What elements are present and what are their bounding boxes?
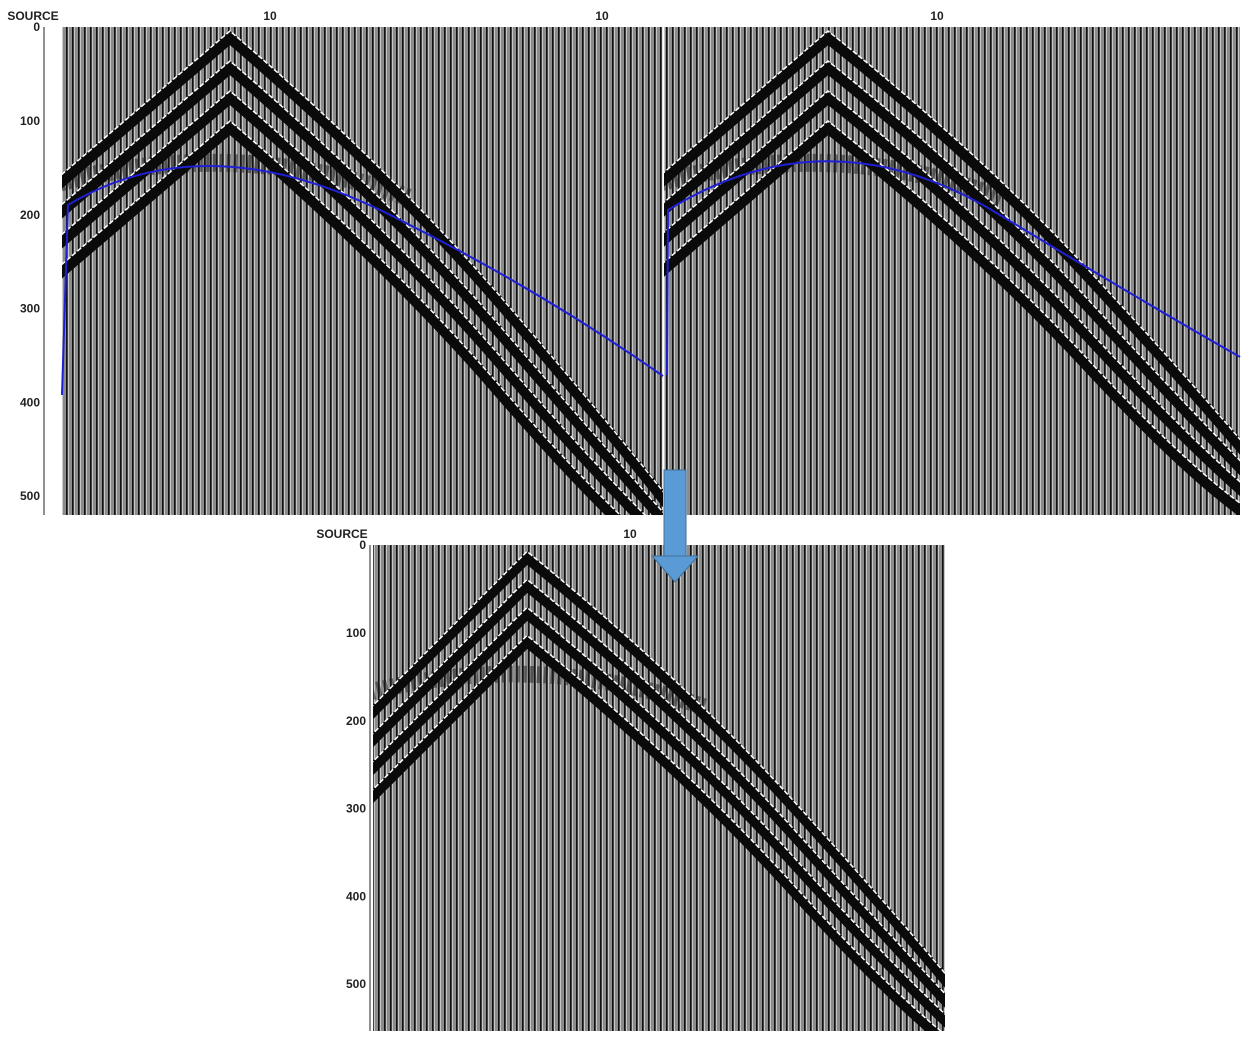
event-edge (664, 60, 1240, 462)
event (664, 120, 1240, 515)
trace-label: 10 (623, 527, 637, 541)
trace-label: 10 (595, 9, 609, 23)
event-edge (62, 30, 663, 493)
gather-right (664, 30, 1240, 515)
event (373, 607, 945, 1028)
event (664, 60, 1240, 476)
time-label: 0 (33, 20, 40, 34)
gather-filtered (373, 550, 945, 1031)
event-edge (62, 120, 622, 515)
header-label: SOURCE (316, 527, 367, 541)
time-label: 500 (20, 489, 40, 503)
arrow (650, 469, 700, 583)
seismic-panel (62, 27, 1240, 515)
time-label: 100 (20, 114, 40, 128)
gather-left (62, 30, 663, 515)
time-label: 200 (20, 208, 40, 222)
event (373, 579, 945, 1008)
event (62, 90, 646, 515)
trace-label: 10 (263, 9, 277, 23)
time-label: 200 (346, 714, 366, 728)
event-edge (664, 120, 1240, 504)
event (62, 120, 621, 515)
event-edge (373, 606, 945, 1016)
time-label: 100 (346, 626, 366, 640)
time-label: 400 (346, 889, 366, 903)
event-edge (373, 634, 942, 1031)
event-edge (373, 578, 945, 995)
reflection-band (664, 153, 1004, 207)
event (373, 551, 945, 988)
header-label: SOURCE (7, 9, 58, 23)
event (664, 90, 1240, 497)
time-label: 300 (20, 302, 40, 316)
trace-label: 10 (930, 9, 944, 23)
event-edge (62, 60, 663, 514)
event-edge (62, 90, 647, 515)
time-label: 300 (346, 802, 366, 816)
event (373, 635, 941, 1031)
time-label: 400 (20, 395, 40, 409)
event (62, 30, 663, 508)
event (62, 60, 663, 515)
time-label: 0 (359, 538, 366, 552)
pick-curve (61, 164, 664, 396)
event (664, 30, 1240, 455)
event-edge (373, 550, 945, 975)
event-edge (664, 30, 1240, 441)
event-edge (664, 90, 1240, 483)
time-label: 500 (346, 977, 366, 991)
pick-curve (666, 160, 1241, 376)
